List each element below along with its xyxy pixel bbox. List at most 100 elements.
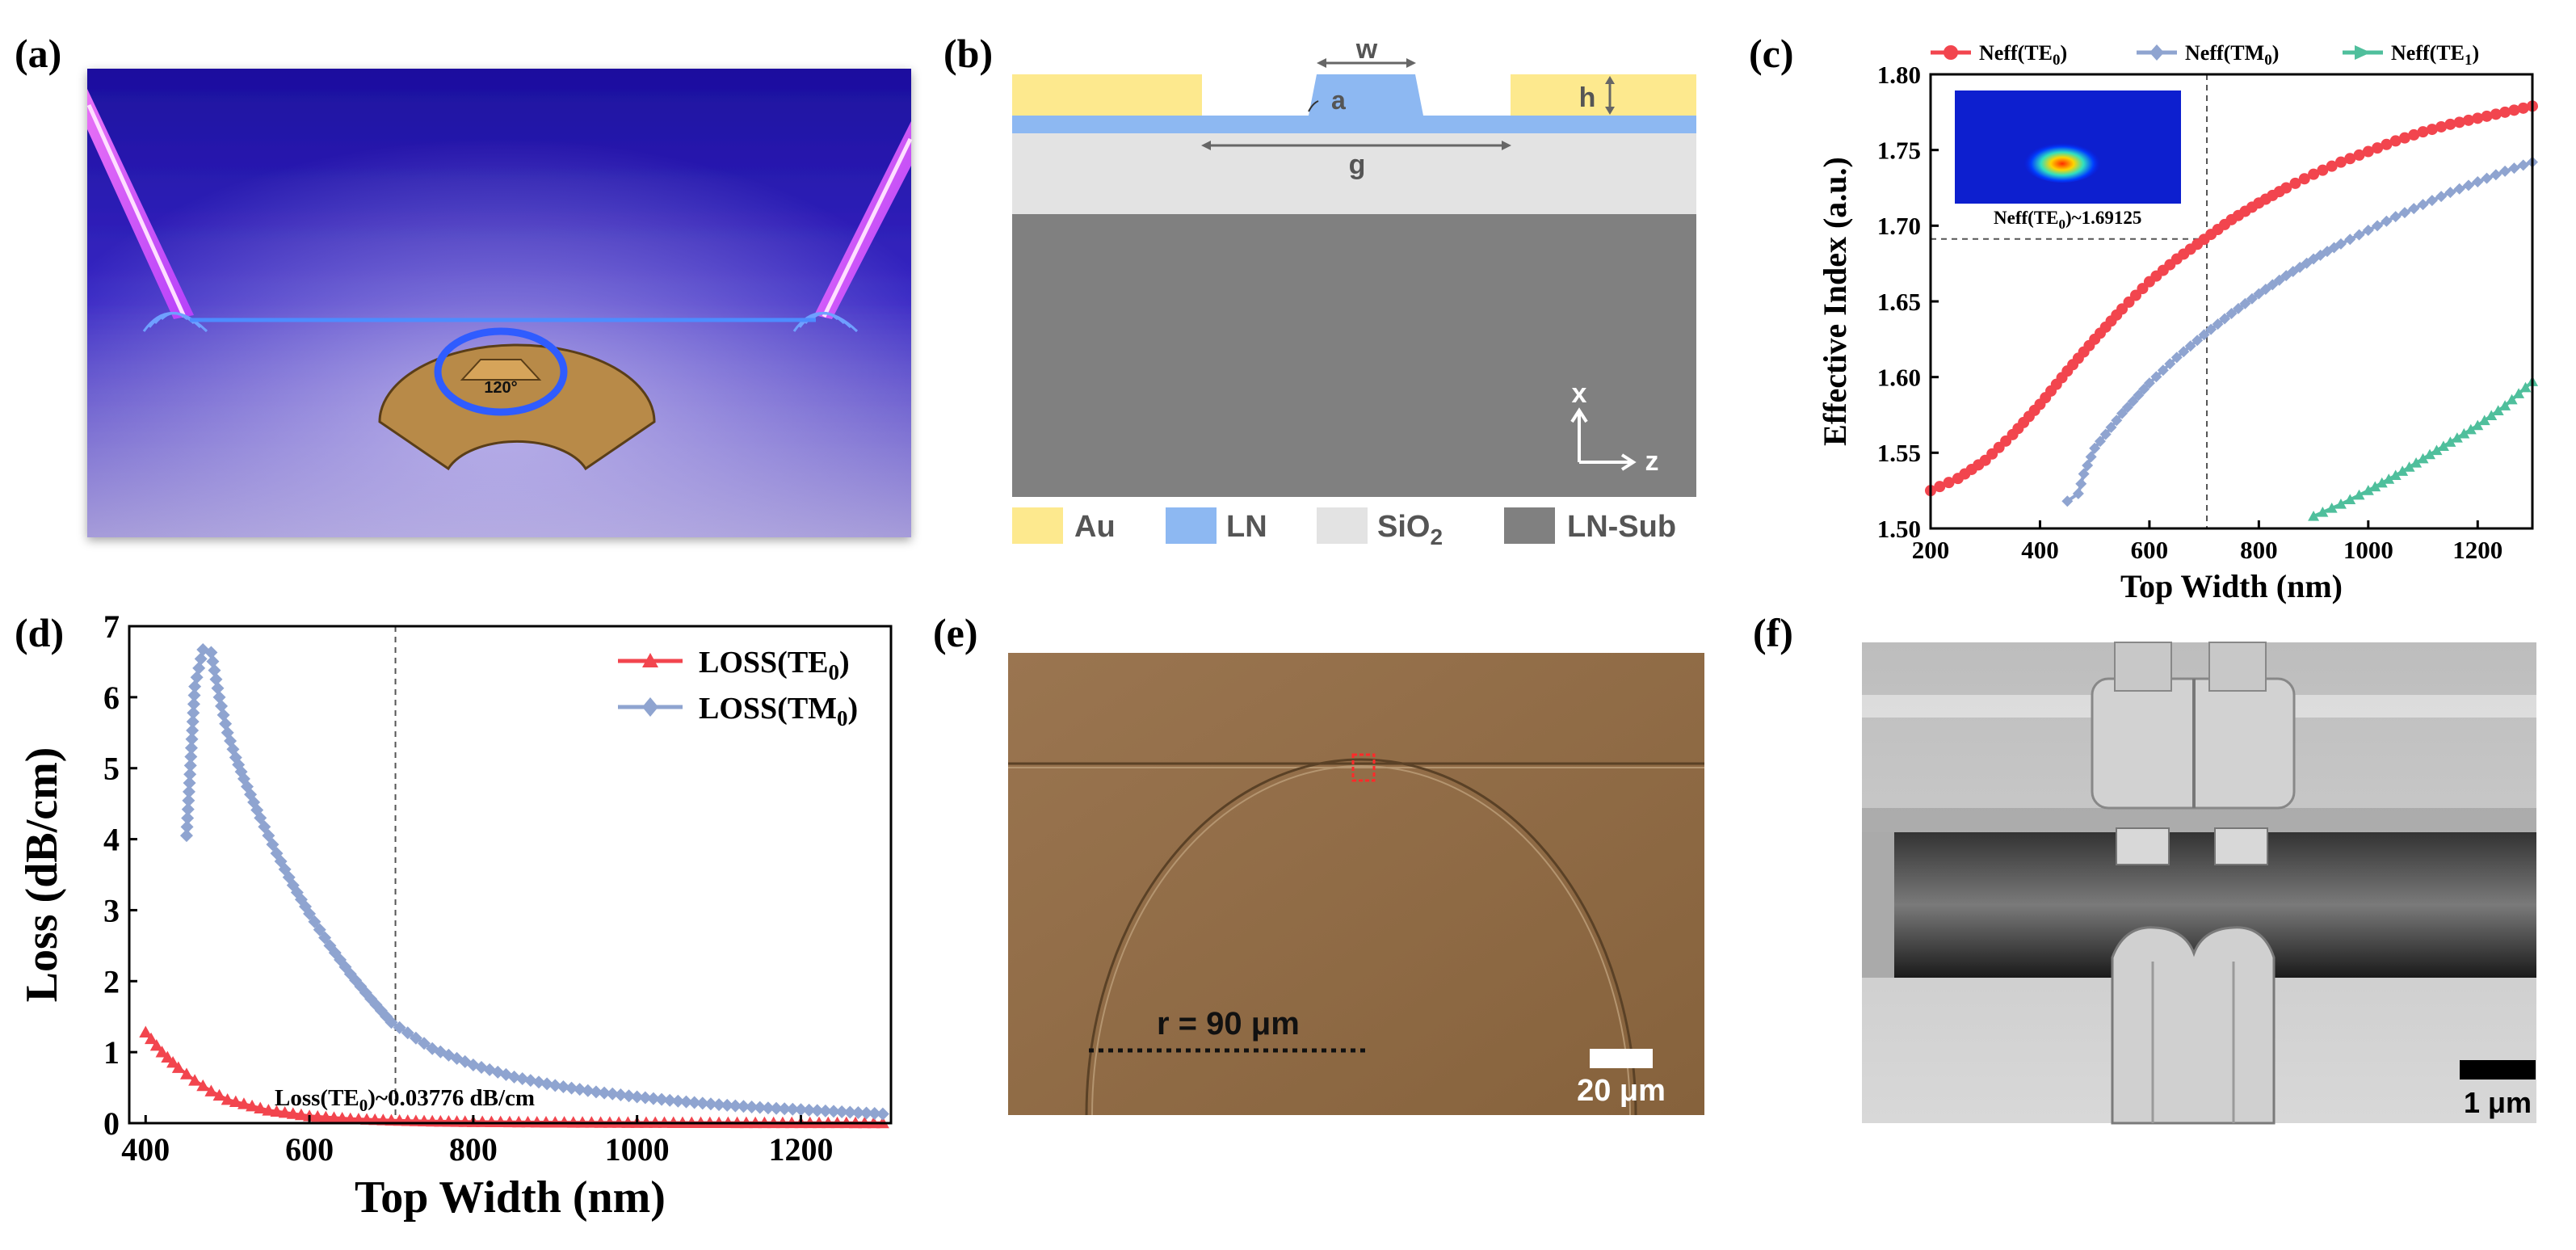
series-marker bbox=[2462, 179, 2474, 191]
panel-label-e: (e) bbox=[933, 610, 978, 655]
x-axis-label: x bbox=[1572, 378, 1587, 409]
series-marker bbox=[2133, 389, 2145, 402]
series-marker bbox=[530, 1115, 544, 1128]
series-marker bbox=[183, 777, 196, 790]
series-marker bbox=[502, 1115, 516, 1128]
x-tick-label: 1000 bbox=[2343, 536, 2393, 564]
series-marker bbox=[2164, 358, 2176, 370]
series-marker bbox=[2150, 371, 2162, 383]
series-marker bbox=[695, 1096, 709, 1110]
series-marker bbox=[2417, 199, 2429, 211]
series-marker bbox=[573, 1083, 586, 1096]
series-marker bbox=[2178, 346, 2190, 358]
scale-label-f: 1 μm bbox=[2464, 1086, 2532, 1119]
series-marker bbox=[188, 1074, 202, 1086]
series-marker bbox=[2372, 142, 2384, 154]
ln-slab-layer bbox=[1012, 116, 1696, 133]
series-marker bbox=[786, 1102, 800, 1116]
series-marker bbox=[2444, 187, 2456, 199]
series-marker bbox=[704, 1097, 717, 1111]
series-marker bbox=[161, 1050, 174, 1063]
series-marker bbox=[393, 1021, 406, 1034]
series-marker bbox=[540, 1077, 554, 1091]
x-tick-label: 200 bbox=[1912, 536, 1950, 564]
series-marker bbox=[1934, 481, 1946, 493]
series-marker bbox=[2170, 351, 2183, 364]
series-marker bbox=[258, 820, 271, 834]
series-marker bbox=[2417, 452, 2429, 464]
series-marker bbox=[548, 1079, 562, 1092]
series-marker bbox=[188, 680, 202, 693]
series-marker bbox=[211, 681, 225, 695]
series-marker bbox=[206, 654, 220, 668]
series-marker bbox=[351, 1113, 365, 1125]
series-marker bbox=[2478, 415, 2490, 426]
panel-label-d: (d) bbox=[15, 610, 64, 655]
series-marker bbox=[2326, 503, 2338, 513]
series-marker bbox=[196, 1079, 210, 1092]
x-tick-label: 800 bbox=[449, 1131, 498, 1168]
ring-resonator bbox=[434, 327, 568, 416]
y-tick-label: 1.55 bbox=[1877, 439, 1921, 467]
ring-waveguide bbox=[1085, 758, 1637, 1116]
series-marker bbox=[343, 1112, 357, 1125]
y-tick-label: 2 bbox=[103, 963, 120, 1000]
series-marker bbox=[182, 793, 195, 807]
series-marker bbox=[2246, 293, 2258, 305]
x-tick-label: 600 bbox=[285, 1131, 334, 1168]
series-marker bbox=[581, 1084, 595, 1097]
legend-neff-te1: Neff(TE1) bbox=[2391, 41, 2479, 69]
x-tick-label: 1000 bbox=[605, 1131, 670, 1168]
legend-neff-tm0: Neff(TM0) bbox=[2185, 41, 2279, 69]
series-marker bbox=[2481, 110, 2493, 122]
diamond-marker-icon bbox=[642, 697, 658, 717]
series-marker bbox=[187, 688, 201, 702]
series-marker bbox=[139, 1025, 153, 1037]
series-marker bbox=[2105, 421, 2117, 433]
y-tick-label: 1.70 bbox=[1877, 212, 1921, 240]
series-marker bbox=[646, 1092, 660, 1105]
panel-label-a: (a) bbox=[15, 31, 61, 76]
series-marker bbox=[589, 1085, 603, 1099]
series-marker bbox=[2519, 381, 2532, 393]
series-marker bbox=[2490, 108, 2502, 120]
a-label: a bbox=[1331, 86, 1346, 115]
series-marker bbox=[2369, 481, 2381, 492]
series-marker bbox=[237, 1097, 250, 1109]
series-marker bbox=[171, 1061, 185, 1073]
circle-marker-icon bbox=[1944, 45, 1958, 60]
series-marker bbox=[2157, 364, 2169, 377]
series-marker bbox=[2219, 313, 2231, 325]
series-marker bbox=[286, 1107, 300, 1119]
series-marker bbox=[319, 1110, 333, 1123]
diamond-marker-icon bbox=[2149, 44, 2164, 61]
series-marker bbox=[2453, 116, 2465, 128]
series-marker bbox=[229, 1095, 242, 1108]
series-marker bbox=[184, 741, 198, 755]
series-marker bbox=[778, 1102, 792, 1116]
series-marker bbox=[311, 1109, 325, 1122]
sector-electrode bbox=[378, 343, 656, 471]
series-marker bbox=[810, 1104, 824, 1117]
plot-frame bbox=[128, 625, 893, 1125]
x-axis-label: Top Width (nm) bbox=[2120, 568, 2343, 604]
series-marker bbox=[204, 646, 218, 659]
series-marker bbox=[2381, 215, 2393, 227]
series-marker bbox=[2317, 507, 2329, 517]
series-marker bbox=[566, 1116, 580, 1128]
series-marker bbox=[2082, 459, 2094, 471]
series-marker bbox=[2344, 234, 2356, 246]
scale-bar-e bbox=[1590, 1049, 1653, 1068]
series-marker bbox=[2344, 153, 2356, 165]
series-marker bbox=[2344, 494, 2356, 505]
series-marker bbox=[794, 1103, 808, 1117]
series-marker bbox=[360, 1113, 374, 1125]
series-marker bbox=[827, 1105, 841, 1118]
series-marker bbox=[2061, 495, 2074, 507]
series-marker bbox=[851, 1105, 865, 1119]
series-marker bbox=[183, 759, 197, 772]
legend-loss-tm0: LOSS(TM0) bbox=[699, 692, 858, 730]
ln-substrate-layer bbox=[1012, 214, 1696, 497]
series-marker bbox=[565, 1081, 578, 1095]
